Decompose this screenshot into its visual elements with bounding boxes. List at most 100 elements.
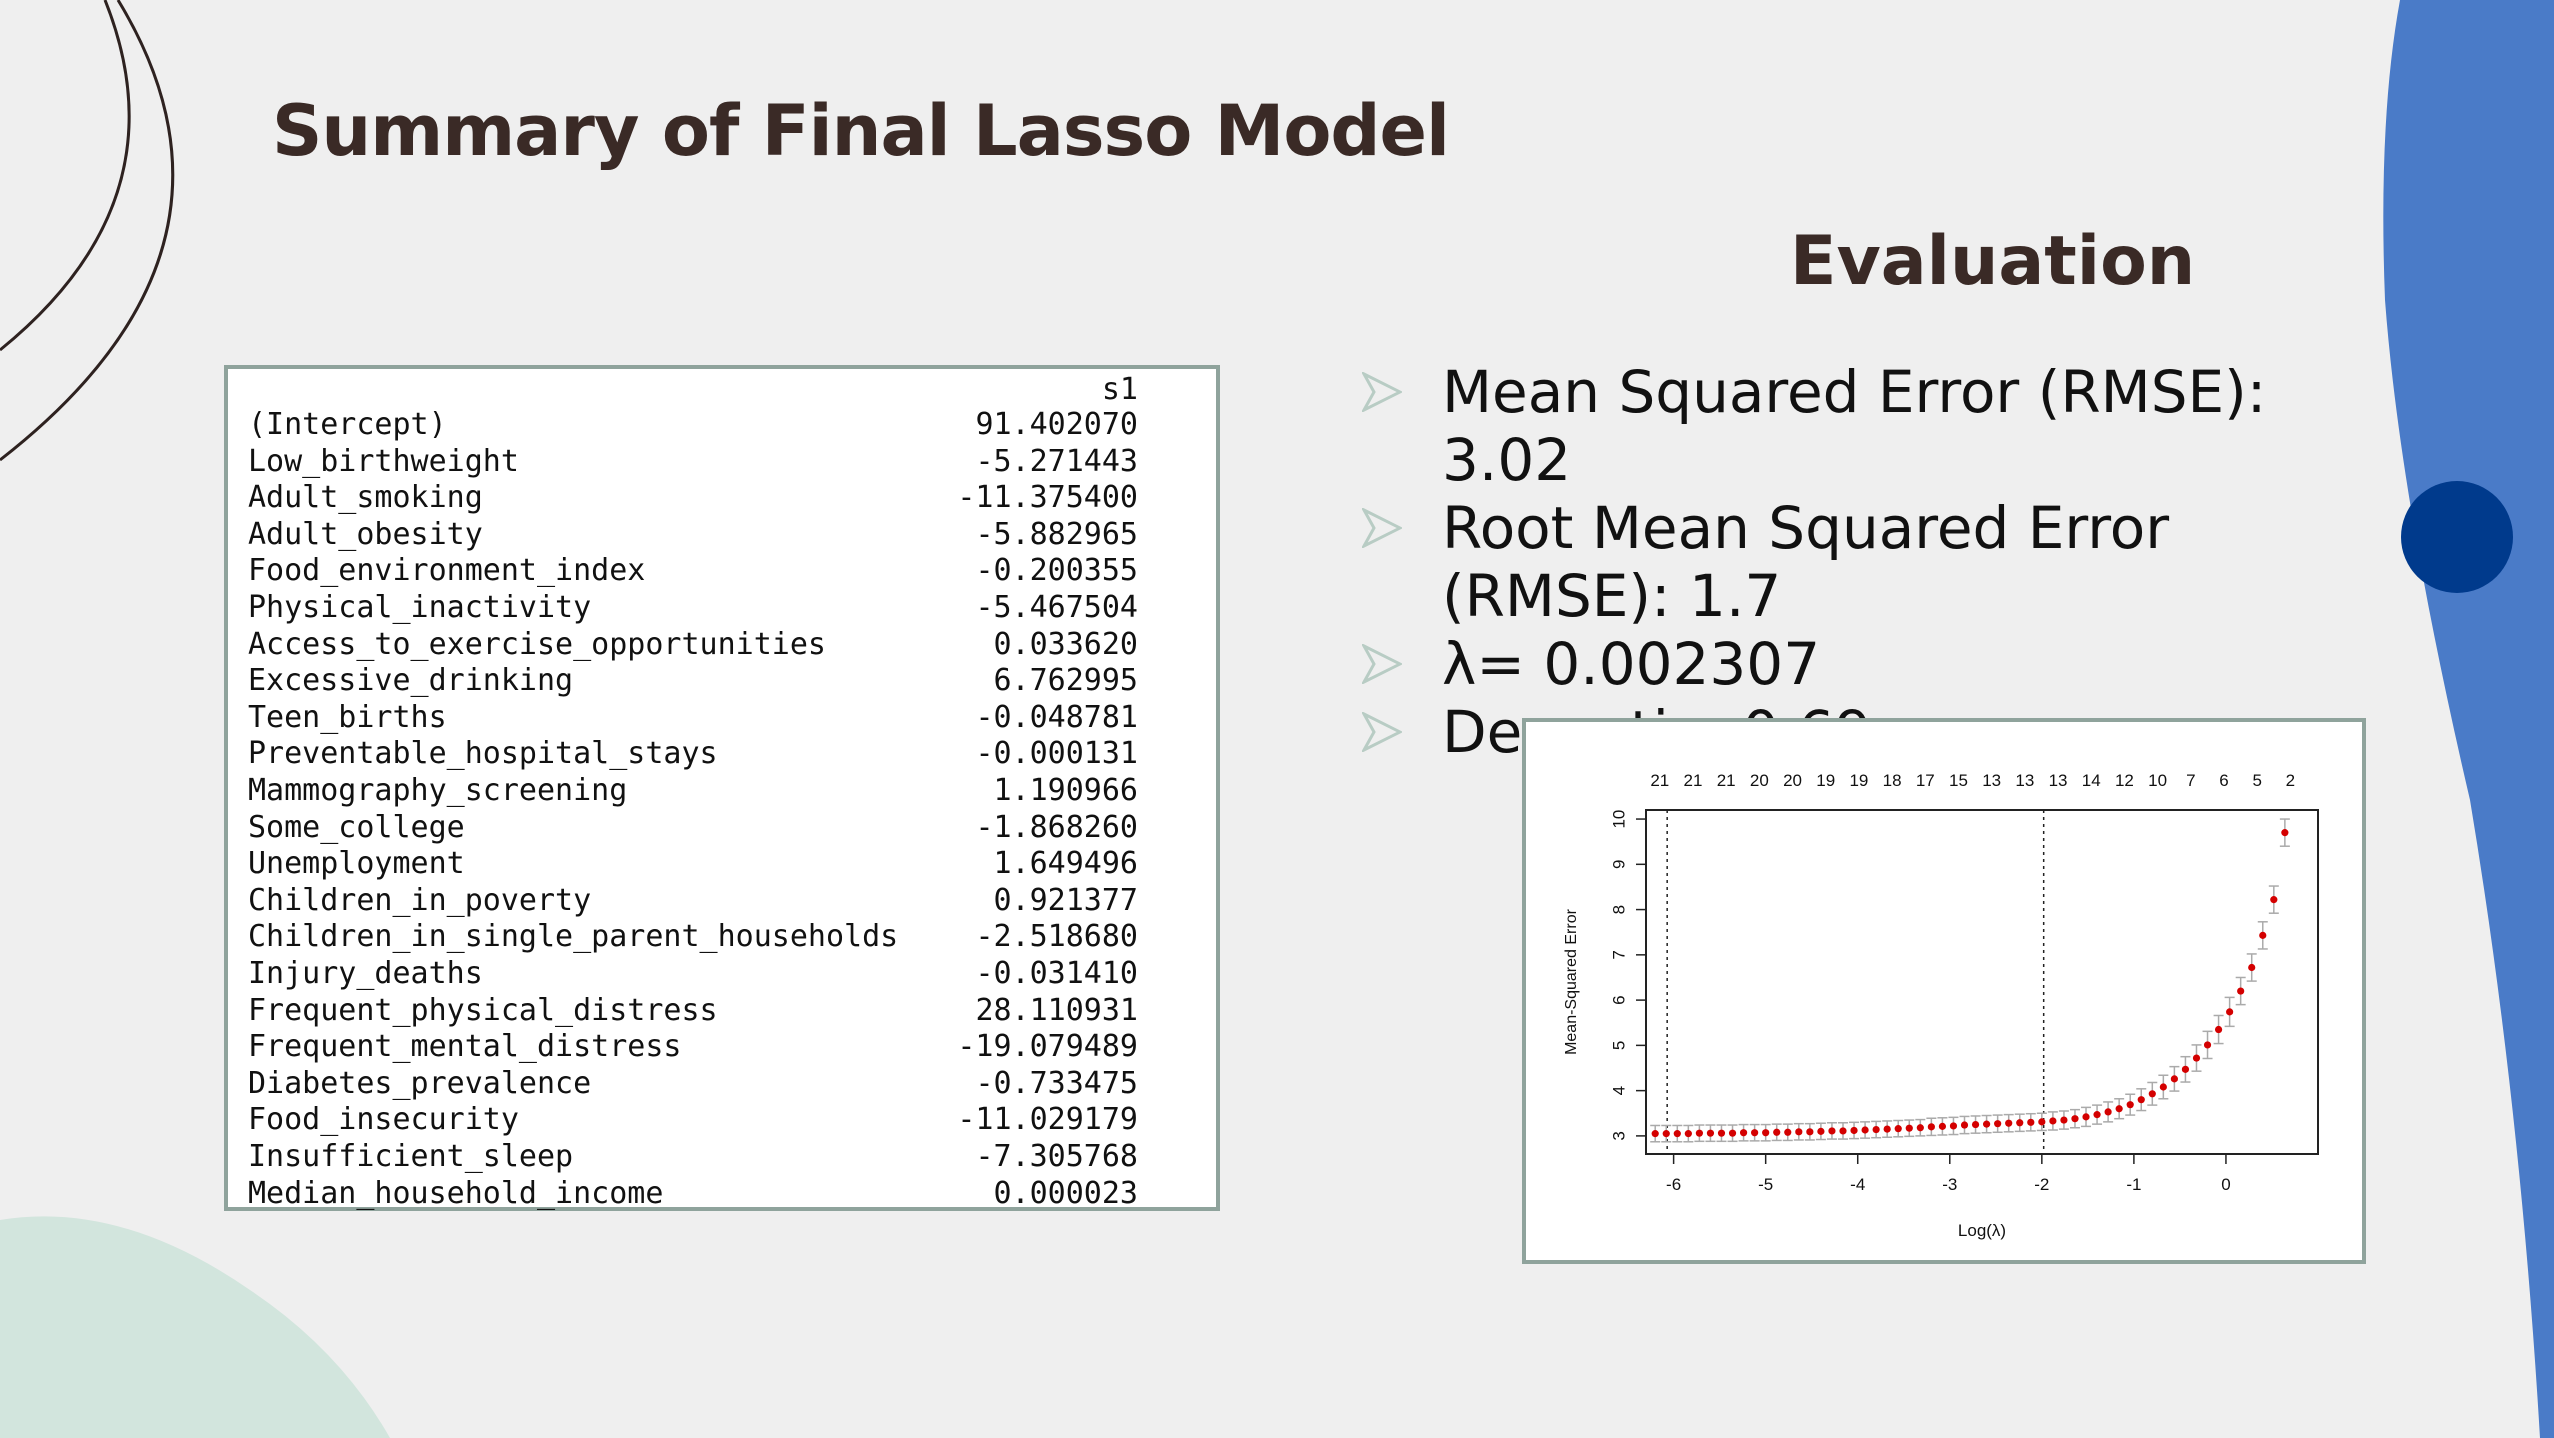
table-row: (Intercept) 91.402070 [248, 407, 1138, 444]
coefficient-name: Children_in_single_parent_households [248, 919, 899, 955]
list-item: Root Mean Squared Error (RMSE): 1.7 [1362, 494, 2402, 630]
table-row: Low_birthweight -5.271443 [248, 444, 1138, 481]
table-row: Injury_deaths -0.031410 [248, 956, 1138, 993]
x-tick-label: -3 [1942, 1175, 1957, 1194]
data-point [2104, 1108, 2112, 1116]
coefficient-name: (Intercept) [248, 407, 447, 442]
y-tick-label: 9 [1609, 860, 1628, 869]
data-point [1960, 1121, 1969, 1129]
coefficients-table: s1 (Intercept) 91.402070 Low_birthweight -5… [224, 365, 1220, 1211]
data-point [2226, 1008, 2234, 1016]
coefficient-value: -5.882965 [975, 516, 1138, 552]
coefficient-value: -11.375400 [957, 480, 1138, 516]
x-tick-label: -6 [1666, 1175, 1681, 1194]
top-axis-label: 20 [1783, 771, 1802, 790]
coefficient-value: -0.031410 [975, 956, 1138, 991]
data-point [2159, 1083, 2167, 1091]
table-row: Diabetes_prevalence -0.733475 [248, 1066, 1138, 1103]
cv-mse-plot: -6 -5 -4 -3 -2 -1 0 3 4 5 6 7 8 9 10 21 21 21 20 20 19 19 18 17… [1563, 771, 2319, 1240]
data-point [2126, 1101, 2134, 1109]
data-point [2248, 963, 2256, 972]
data-point [2071, 1115, 2079, 1123]
coefficient-value: -11.029179 [957, 1102, 1138, 1138]
top-axis-label: 12 [2115, 771, 2134, 790]
coefficient-name: Some_college [248, 809, 465, 845]
coefficient-value: -5.467504 [975, 590, 1138, 625]
coefficient-value: 0.921377 [993, 882, 1139, 918]
coefficient-name: Adult_smoking [248, 480, 483, 516]
table-row: Access_to_exercise_opportunities 0.033620 [248, 627, 1138, 664]
coefficient-name: Physical_inactivity [248, 590, 592, 625]
top-axis-label: 13 [2015, 771, 2034, 790]
coefficient-name: Diabetes_prevalence [248, 1065, 592, 1101]
list-item: λ= 0.002307 [1362, 630, 2402, 698]
data-point [2181, 1065, 2190, 1073]
rmse-metric: Root Mean Squared Error (RMSE): 1.7 [1442, 494, 2170, 630]
coefficient-value: -1.868260 [975, 809, 1138, 845]
data-point [2270, 896, 2278, 904]
data-point [2027, 1118, 2035, 1126]
data-point [2214, 1025, 2223, 1034]
data-point [2170, 1075, 2178, 1083]
arrow-bullet-icon [1362, 644, 1402, 684]
coefficient-value: 6.762995 [993, 663, 1139, 699]
arrow-bullet-icon [1362, 712, 1402, 752]
data-point [1927, 1123, 1935, 1131]
inner-arc-decoration [0, 0, 131, 352]
x-tick-label: -4 [1850, 1175, 1865, 1194]
top-axis-label: 19 [1816, 771, 1835, 790]
table-row: Children_in_single_parent_households -2.5… [248, 919, 1138, 956]
coefficient-name: Excessive_drinking [248, 663, 574, 699]
x-tick-label: -2 [2034, 1175, 2049, 1194]
cv-plot-frame: -6 -5 -4 -3 -2 -1 0 3 4 5 6 7 8 9 10 21 21 21 20 20 19 19 18 17… [1522, 718, 2366, 1264]
coefficient-value: -0.048781 [975, 699, 1138, 735]
x-tick-label: -5 [1758, 1175, 1773, 1194]
coefficient-name: Food_insecurity [248, 1102, 519, 1138]
x-tick-label: 0 [2221, 1175, 2230, 1194]
data-point [2148, 1090, 2156, 1098]
top-axis-label: 6 [2219, 771, 2228, 790]
data-point [2016, 1119, 2024, 1127]
data-point [1817, 1127, 1825, 1135]
data-point [2137, 1096, 2145, 1104]
data-point [2237, 987, 2245, 995]
data-point [1850, 1126, 1858, 1135]
data-point [1728, 1129, 1737, 1137]
coefficient-value: 0.033620 [993, 626, 1139, 662]
coefficient-value: -2.518680 [975, 919, 1138, 955]
data-point [1762, 1129, 1770, 1137]
lambda-metric: λ= 0.002307 [1442, 630, 1821, 698]
coefficient-name: Low_birthweight [248, 443, 519, 479]
table-row: Insufficient_sleep -7.305768 [248, 1139, 1138, 1176]
coefficient-name: Children_in_poverty [248, 882, 592, 918]
top-axis-label: 10 [2148, 771, 2167, 790]
data-point [2038, 1118, 2046, 1126]
coefficient-value: 1.190966 [993, 773, 1139, 808]
data-point [1971, 1120, 1980, 1129]
data-point [1994, 1120, 2002, 1128]
table-row: Some_college -1.868260 [248, 810, 1138, 847]
y-tick-label: 7 [1609, 950, 1628, 959]
coefficients-column-header: s1 [1101, 372, 1138, 407]
coefficient-name: Frequent_physical_distress [248, 992, 718, 1028]
coefficient-value: -0.200355 [975, 553, 1138, 589]
table-row: Children_in_poverty 0.921377 [248, 883, 1138, 920]
coefficient-name: Unemployment [248, 846, 465, 882]
data-point [1861, 1126, 1869, 1134]
coefficient-name: Injury_deaths [248, 956, 483, 991]
coefficient-name: Insufficient_sleep [248, 1139, 574, 1174]
coefficient-name: Adult_obesity [248, 516, 483, 552]
table-row: Physical_inactivity -5.467504 [248, 590, 1138, 627]
top-axis-label: 21 [1717, 771, 1736, 790]
data-point [2082, 1113, 2090, 1121]
table-row: Unemployment 1.649496 [248, 846, 1138, 883]
data-point [1839, 1127, 1847, 1135]
y-axis-title: Mean-Squared Error [1563, 908, 1580, 1055]
plot-area-frame [1645, 809, 2319, 1155]
coefficient-value: 1.649496 [993, 846, 1139, 882]
table-row: Adult_smoking -11.375400 [248, 480, 1138, 517]
coefficient-value: -19.079489 [957, 1029, 1138, 1065]
y-tick-label: 6 [1609, 995, 1628, 1004]
top-axis-label: 7 [2186, 771, 2195, 790]
data-point [1949, 1122, 1958, 1130]
